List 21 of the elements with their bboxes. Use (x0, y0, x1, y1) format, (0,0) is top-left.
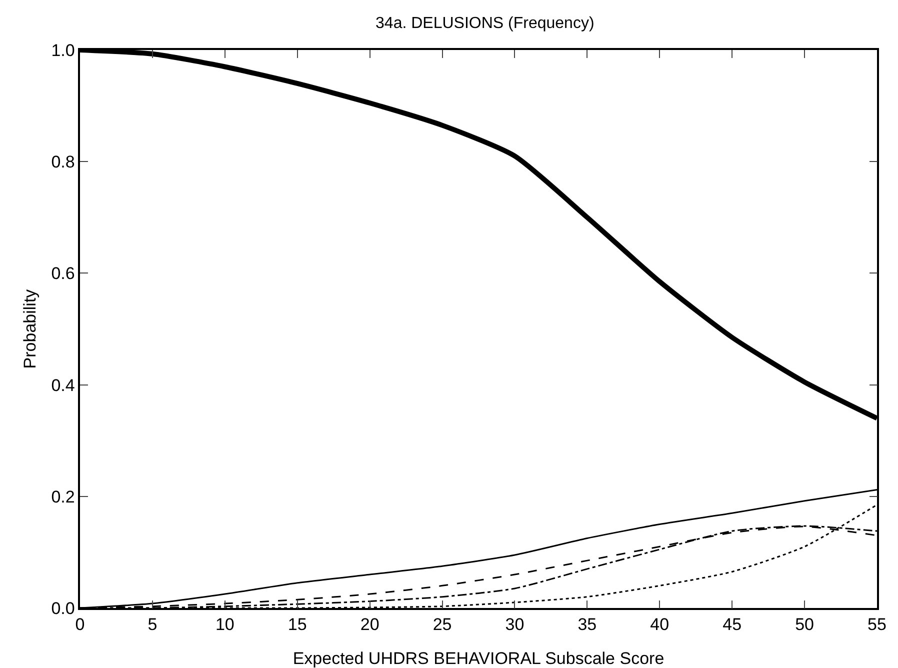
x-tick-label: 25 (432, 615, 452, 634)
x-tick-label: 20 (360, 615, 380, 634)
x-tick-label: 0 (75, 615, 85, 634)
chart-title: 34a. DELUSIONS (Frequency) (376, 14, 594, 32)
y-tick-label: 1.0 (51, 40, 75, 60)
x-tick-label: 5 (148, 615, 158, 634)
x-tick-label: 45 (722, 615, 742, 634)
y-tick-label: 0.4 (51, 376, 75, 395)
y-tick-label: 0.6 (51, 264, 75, 284)
x-tick-label: 55 (868, 615, 886, 634)
x-tick-label: 15 (288, 615, 307, 634)
x-tick-label: 40 (650, 615, 670, 634)
x-tick-label: 10 (215, 615, 234, 634)
x-tick-label: 30 (505, 615, 524, 634)
y-tick-label: 0.8 (51, 152, 75, 172)
x-tick-label: 35 (578, 615, 597, 634)
y-tick-label: 0.2 (51, 487, 75, 506)
y-tick-label: 0.0 (51, 598, 75, 618)
y-axis-title: Probability (20, 288, 40, 369)
x-axis-title: Expected UHDRS BEHAVIORAL Subscale Score (292, 649, 664, 668)
x-tick-label: 50 (795, 615, 814, 634)
